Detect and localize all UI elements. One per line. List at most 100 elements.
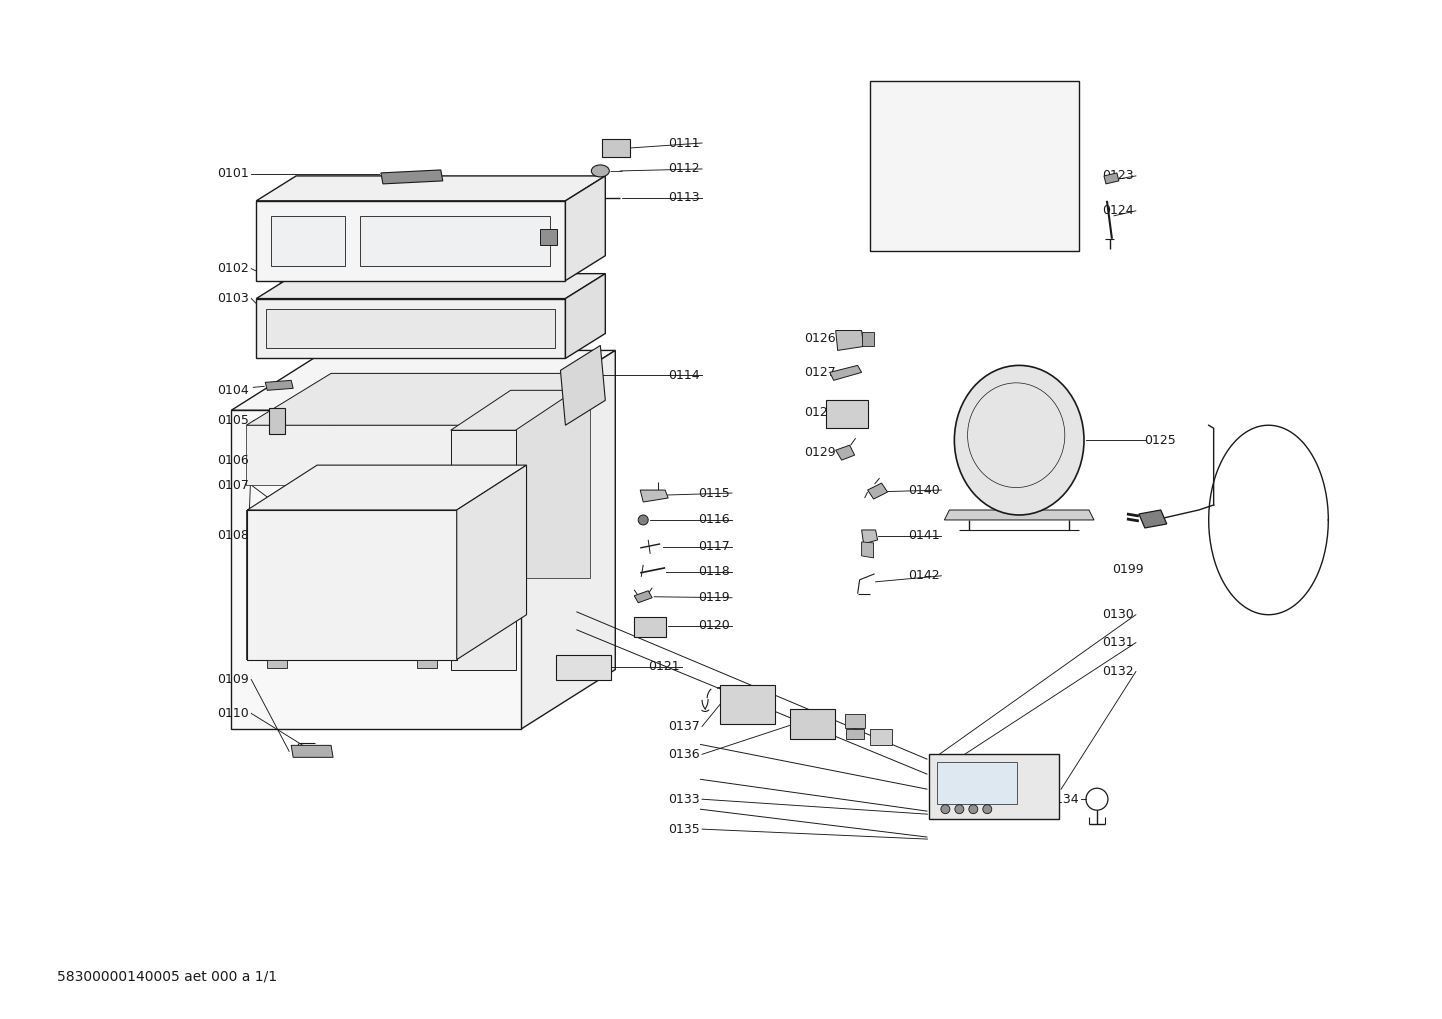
Text: 0136: 0136 [669, 748, 699, 761]
Text: 0104: 0104 [218, 384, 249, 396]
Bar [845, 730, 864, 740]
Polygon shape [1105, 173, 1119, 183]
Text: 0103: 0103 [218, 292, 249, 305]
Text: 0141: 0141 [908, 530, 939, 542]
Bar [270, 409, 286, 434]
Polygon shape [451, 390, 575, 430]
Text: 0118: 0118 [698, 566, 730, 579]
Text: 0134: 0134 [1047, 793, 1079, 806]
Polygon shape [257, 201, 565, 280]
Text: 0107: 0107 [218, 479, 249, 491]
Polygon shape [836, 330, 864, 351]
Bar [845, 714, 865, 729]
Text: 0128: 0128 [805, 406, 836, 419]
Text: 0111: 0111 [669, 137, 699, 150]
Polygon shape [257, 299, 565, 359]
Polygon shape [945, 510, 1094, 520]
Polygon shape [231, 411, 521, 730]
Text: 0133: 0133 [669, 793, 699, 806]
Bar [267, 309, 555, 348]
Polygon shape [634, 591, 652, 603]
Text: 0120: 0120 [698, 620, 730, 632]
Bar [417, 659, 437, 667]
Bar [634, 616, 666, 637]
Text: 0199: 0199 [1112, 564, 1144, 577]
Polygon shape [332, 373, 590, 578]
Text: 0140: 0140 [907, 484, 939, 496]
Polygon shape [1139, 510, 1167, 528]
Text: 0108: 0108 [218, 530, 249, 542]
Text: 0126: 0126 [805, 332, 836, 345]
Polygon shape [257, 274, 606, 299]
Text: 0130: 0130 [1102, 608, 1133, 622]
Bar [870, 730, 891, 745]
Bar [720, 685, 774, 725]
Polygon shape [836, 445, 855, 461]
Polygon shape [457, 465, 526, 659]
Bar [271, 216, 345, 266]
Polygon shape [565, 176, 606, 280]
Polygon shape [521, 351, 616, 730]
Text: 0125: 0125 [1144, 434, 1175, 446]
Polygon shape [451, 430, 516, 669]
Bar [790, 709, 835, 740]
Text: 0110: 0110 [218, 707, 249, 720]
Bar [826, 400, 868, 428]
Text: 0113: 0113 [669, 192, 699, 205]
Text: 0114: 0114 [669, 369, 699, 382]
Text: 0119: 0119 [698, 591, 730, 604]
Polygon shape [265, 380, 293, 390]
Text: 0137: 0137 [668, 719, 699, 733]
Polygon shape [862, 530, 878, 544]
Bar [870, 82, 1079, 251]
Polygon shape [247, 373, 590, 425]
Polygon shape [868, 483, 887, 499]
Ellipse shape [591, 165, 610, 177]
Text: 0102: 0102 [218, 262, 249, 275]
Text: 0135: 0135 [668, 822, 699, 836]
Ellipse shape [955, 366, 1084, 515]
Bar [557, 654, 611, 680]
Text: 0129: 0129 [805, 445, 836, 459]
Polygon shape [541, 229, 558, 245]
Polygon shape [381, 170, 443, 183]
Polygon shape [291, 745, 333, 757]
Text: 0124: 0124 [1102, 205, 1133, 217]
Polygon shape [247, 510, 457, 659]
Text: 0105: 0105 [218, 414, 249, 427]
Polygon shape [862, 542, 874, 557]
Polygon shape [829, 366, 862, 380]
Bar [267, 659, 287, 667]
Circle shape [969, 805, 978, 813]
Bar [937, 762, 1017, 804]
Bar [862, 332, 874, 346]
Text: 0106: 0106 [218, 453, 249, 467]
Text: 0117: 0117 [698, 540, 730, 553]
Text: 0121: 0121 [649, 660, 681, 674]
Text: 0109: 0109 [218, 673, 249, 686]
Circle shape [955, 805, 963, 813]
Text: 0101: 0101 [218, 167, 249, 180]
Polygon shape [247, 425, 506, 485]
Polygon shape [640, 490, 668, 502]
Text: 0115: 0115 [698, 486, 730, 499]
Polygon shape [247, 465, 526, 510]
Circle shape [639, 515, 649, 525]
Text: 0132: 0132 [1102, 665, 1133, 678]
Text: 0123: 0123 [1102, 169, 1133, 182]
Circle shape [940, 805, 950, 813]
Text: 0116: 0116 [698, 514, 730, 527]
Bar [603, 139, 630, 157]
Circle shape [983, 805, 992, 813]
Polygon shape [561, 345, 606, 425]
Bar [930, 754, 1058, 819]
Text: 0112: 0112 [669, 162, 699, 175]
Text: 0127: 0127 [805, 366, 836, 379]
Polygon shape [565, 274, 606, 359]
Bar [360, 216, 551, 266]
Text: 58300000140005 aet 000 a 1/1: 58300000140005 aet 000 a 1/1 [56, 970, 277, 983]
Polygon shape [257, 176, 606, 201]
Text: 0142: 0142 [908, 570, 939, 582]
Text: 0131: 0131 [1102, 636, 1133, 649]
Polygon shape [231, 351, 616, 411]
